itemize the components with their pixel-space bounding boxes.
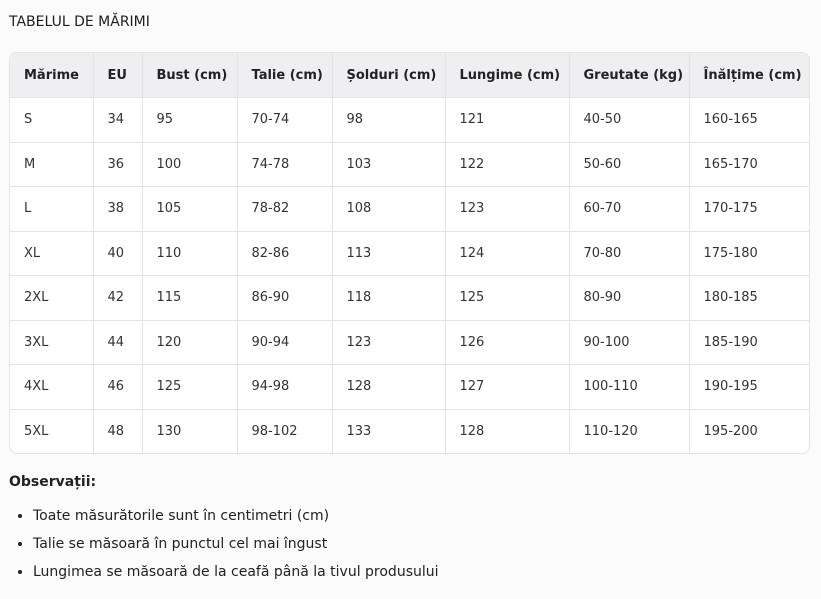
table-cell: 110-120 [569,408,690,453]
table-cell: 126 [445,319,570,365]
table-row: S 34 95 70-74 98 121 40-50 160-165 [10,97,809,142]
table-cell: M [10,141,94,187]
table-cell: 36 [93,141,143,187]
table-cell: S [10,97,94,142]
table-cell: 160-165 [689,97,809,142]
table-cell: 60-70 [569,186,690,231]
table-cell: 34 [93,97,143,142]
table-cell: 105 [142,186,238,231]
table-cell: 94-98 [237,364,333,409]
table-cell: 100 [142,141,238,187]
size-table-container: Mărime EU Bust (cm) Talie (cm) Șolduri (cm) L… [9,52,810,454]
column-header: Mărime [10,53,94,98]
table-cell: 5XL [10,408,94,453]
table-cell: 170-175 [689,186,809,231]
table-cell: 128 [332,364,446,409]
table-cell: 128 [445,408,570,453]
table-cell: 86-90 [237,275,333,320]
table-cell: 70-80 [569,230,690,276]
table-header-row: Mărime EU Bust (cm) Talie (cm) Șolduri (cm) L… [10,53,809,98]
table-row: L 38 105 78-82 108 123 60-70 170-175 [10,186,809,231]
table-cell: 118 [332,275,446,320]
size-table: Mărime EU Bust (cm) Talie (cm) Șolduri (cm) L… [10,53,809,453]
table-cell: 130 [142,408,238,453]
table-cell: 100-110 [569,364,690,409]
table-row: XL 40 110 82-86 113 124 70-80 175-180 [10,230,809,276]
table-cell: 110 [142,230,238,276]
table-cell: 195-200 [689,408,809,453]
table-cell: 133 [332,408,446,453]
table-cell: 48 [93,408,143,453]
table-row: M 36 100 74-78 103 122 50-60 165-170 [10,141,809,187]
table-cell: 127 [445,364,570,409]
table-cell: 2XL [10,275,94,320]
table-cell: 82-86 [237,230,333,276]
table-cell: 98-102 [237,408,333,453]
column-header: Șolduri (cm) [332,53,446,98]
table-cell: 115 [142,275,238,320]
table-cell: 4XL [10,364,94,409]
table-cell: 90-100 [569,319,690,365]
page-title: TABELUL DE MĂRIMI [9,14,150,30]
table-cell: 113 [332,230,446,276]
column-header: EU [93,53,143,98]
table-cell: L [10,186,94,231]
table-cell: 44 [93,319,143,365]
table-cell: 74-78 [237,141,333,187]
table-cell: 124 [445,230,570,276]
table-cell: 103 [332,141,446,187]
table-cell: 125 [142,364,238,409]
table-cell: 95 [142,97,238,142]
table-cell: 42 [93,275,143,320]
column-header: Talie (cm) [237,53,333,98]
table-cell: 98 [332,97,446,142]
table-cell: 108 [332,186,446,231]
table-cell: XL [10,230,94,276]
table-cell: 121 [445,97,570,142]
table-cell: 78-82 [237,186,333,231]
table-cell: 70-74 [237,97,333,142]
table-cell: 40 [93,230,143,276]
table-row: 4XL 46 125 94-98 128 127 100-110 190-195 [10,364,809,409]
table-cell: 40-50 [569,97,690,142]
column-header: Înălțime (cm) [689,53,809,98]
table-cell: 46 [93,364,143,409]
table-cell: 185-190 [689,319,809,365]
table-cell: 125 [445,275,570,320]
note-item: Talie se măsoară în punctul cel mai îngu… [33,532,439,560]
notes-heading: Observații: [9,474,97,490]
table-cell: 120 [142,319,238,365]
table-cell: 175-180 [689,230,809,276]
column-header: Lungime (cm) [445,53,570,98]
table-cell: 3XL [10,319,94,365]
table-cell: 50-60 [569,141,690,187]
table-body: S 34 95 70-74 98 121 40-50 160-165 M 36 100 74-78 10… [10,97,809,453]
notes-list: Toate măsurătorile sunt în centimetri (c… [9,504,439,588]
table-row: 3XL 44 120 90-94 123 126 90-100 185-190 [10,319,809,365]
table-row: 5XL 48 130 98-102 133 128 110-120 195-200 [10,408,809,453]
table-cell: 122 [445,141,570,187]
note-item: Lungimea se măsoară de la ceafă până la … [33,560,439,588]
note-item: Toate măsurătorile sunt în centimetri (c… [33,504,439,532]
table-cell: 80-90 [569,275,690,320]
table-cell: 190-195 [689,364,809,409]
table-cell: 38 [93,186,143,231]
table-row: 2XL 42 115 86-90 118 125 80-90 180-185 [10,275,809,320]
table-cell: 180-185 [689,275,809,320]
table-cell: 165-170 [689,141,809,187]
table-cell: 123 [332,319,446,365]
column-header: Bust (cm) [142,53,238,98]
table-cell: 90-94 [237,319,333,365]
column-header: Greutate (kg) [569,53,690,98]
table-cell: 123 [445,186,570,231]
